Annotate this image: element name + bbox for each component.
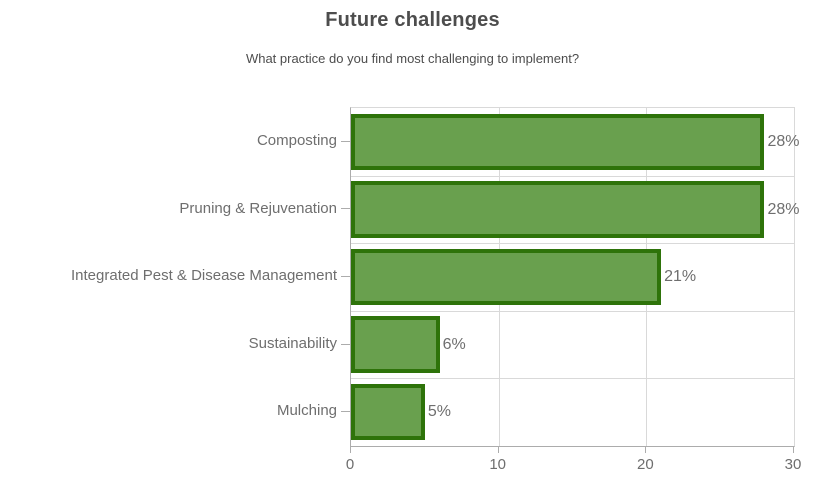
y-tick-mark xyxy=(341,140,350,142)
horizontal-gridline xyxy=(351,243,794,245)
category-label: Integrated Pest & Disease Management xyxy=(71,267,337,285)
x-tick-label: 10 xyxy=(489,456,506,473)
x-tick-label: 30 xyxy=(784,456,802,473)
plot-area: 28% 28% 21% 6% 5% xyxy=(350,107,799,447)
bar xyxy=(351,113,765,171)
category-label: Composting xyxy=(256,132,337,149)
bar xyxy=(351,316,440,373)
bar-value-label: 6% xyxy=(442,335,466,353)
y-tick-mark xyxy=(341,411,350,413)
horizontal-gridline xyxy=(351,310,794,312)
y-tick-mark xyxy=(341,276,350,277)
category-label: Pruning & Rejuvenation xyxy=(179,199,337,217)
bar-value-label: 5% xyxy=(427,403,451,421)
category-label: Mulching xyxy=(276,402,337,420)
x-tick-mark xyxy=(350,446,351,453)
bar xyxy=(351,383,425,441)
chart-title: Future challenges xyxy=(325,9,500,31)
x-tick-mark xyxy=(793,446,794,453)
horizontal-gridline xyxy=(351,378,794,380)
x-tick-label: 20 xyxy=(636,456,654,473)
y-tick-mark xyxy=(341,343,350,345)
bar xyxy=(351,181,765,238)
y-tick-mark xyxy=(341,208,350,210)
category-label: Sustainability xyxy=(248,334,337,352)
horizontal-gridline xyxy=(351,175,794,177)
bar-value-label: 21% xyxy=(664,268,697,286)
bar-value-label: 28% xyxy=(767,200,800,218)
chart-subtitle: What practice do you find most challengi… xyxy=(245,51,580,66)
x-tick-mark xyxy=(497,446,499,453)
bar xyxy=(351,248,662,306)
x-tick-mark xyxy=(645,446,647,453)
x-tick-label: 0 xyxy=(345,456,355,473)
y-axis-labels: Composting Pruning & Rejuvenation Integrat… xyxy=(0,107,337,445)
bar-value-label: 28% xyxy=(767,133,800,150)
